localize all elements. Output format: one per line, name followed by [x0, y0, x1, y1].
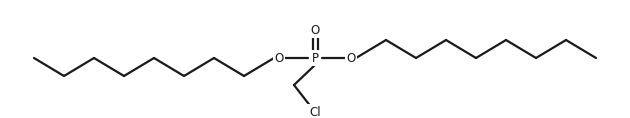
Text: P: P	[311, 51, 319, 65]
Text: O: O	[311, 23, 319, 36]
Text: Cl: Cl	[309, 105, 321, 118]
Text: O: O	[346, 51, 355, 65]
Text: O: O	[275, 51, 284, 65]
